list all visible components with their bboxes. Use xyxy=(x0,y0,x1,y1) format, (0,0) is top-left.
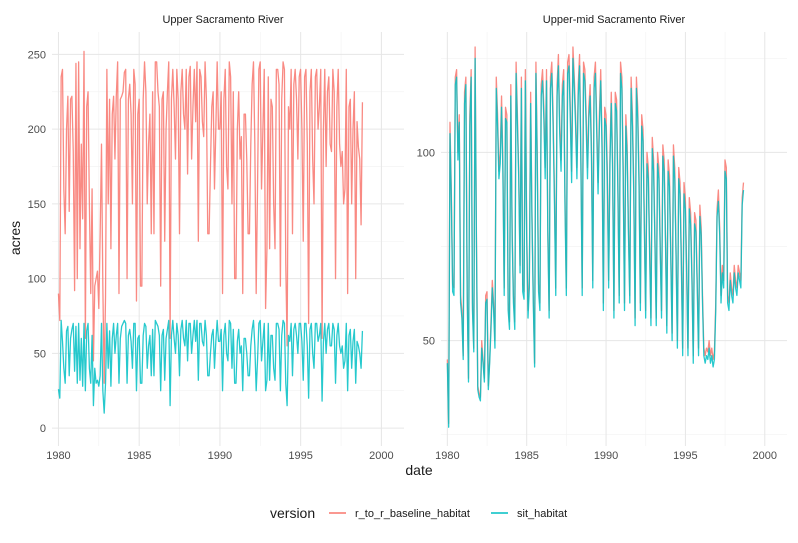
panel-upper-sacramento: Upper Sacramento River 0 50 100 150 200 250 1… xyxy=(28,14,404,462)
y-tick-label: 100 xyxy=(28,274,46,286)
x-tick-label: 2000 xyxy=(753,450,777,462)
panel-title: Upper Sacramento River xyxy=(162,14,283,26)
x-tick-label: 1995 xyxy=(288,450,312,462)
x-tick-label: 1985 xyxy=(127,450,151,462)
y-tick-label: 200 xyxy=(28,124,46,136)
y-tick-label: 50 xyxy=(423,336,435,348)
x-tick-label: 1980 xyxy=(435,450,459,462)
panel-series xyxy=(57,50,364,414)
y-tick-label: 100 xyxy=(417,147,435,159)
x-axis-ticks: 1980 1985 1990 1995 2000 xyxy=(46,450,393,462)
x-tick-label: 1980 xyxy=(46,450,70,462)
x-axis-ticks: 1980 1985 1990 1995 2000 xyxy=(435,450,777,462)
y-tick-label: 250 xyxy=(28,49,46,61)
y-tick-label: 50 xyxy=(34,348,46,360)
legend-label-r-to-r-baseline: r_to_r_baseline_habitat xyxy=(355,508,470,520)
legend: version r_to_r_baseline_habitat sit_habi… xyxy=(270,505,567,521)
panel-series xyxy=(446,46,745,428)
legend-title: version xyxy=(270,505,315,521)
x-tick-label: 1990 xyxy=(594,450,618,462)
legend-label-sit-habitat: sit_habitat xyxy=(517,508,567,520)
y-tick-label: 150 xyxy=(28,199,46,211)
x-tick-label: 2000 xyxy=(369,450,393,462)
y-axis-ticks: 0 50 100 150 200 250 xyxy=(28,49,46,435)
x-tick-label: 1990 xyxy=(208,450,232,462)
y-axis-title: acres xyxy=(7,221,23,255)
y-axis-ticks: 50 100 xyxy=(417,147,435,347)
x-tick-label: 1995 xyxy=(673,450,697,462)
x-axis-title: date xyxy=(405,462,432,478)
series-line-r-to-r-baseline-habitat xyxy=(57,50,364,384)
series-line-sit-habitat xyxy=(57,319,364,414)
panel-title: Upper-mid Sacramento River xyxy=(543,14,686,26)
series-line-sit-habitat xyxy=(446,57,745,428)
y-tick-label: 0 xyxy=(40,423,46,435)
x-tick-label: 1985 xyxy=(514,450,538,462)
